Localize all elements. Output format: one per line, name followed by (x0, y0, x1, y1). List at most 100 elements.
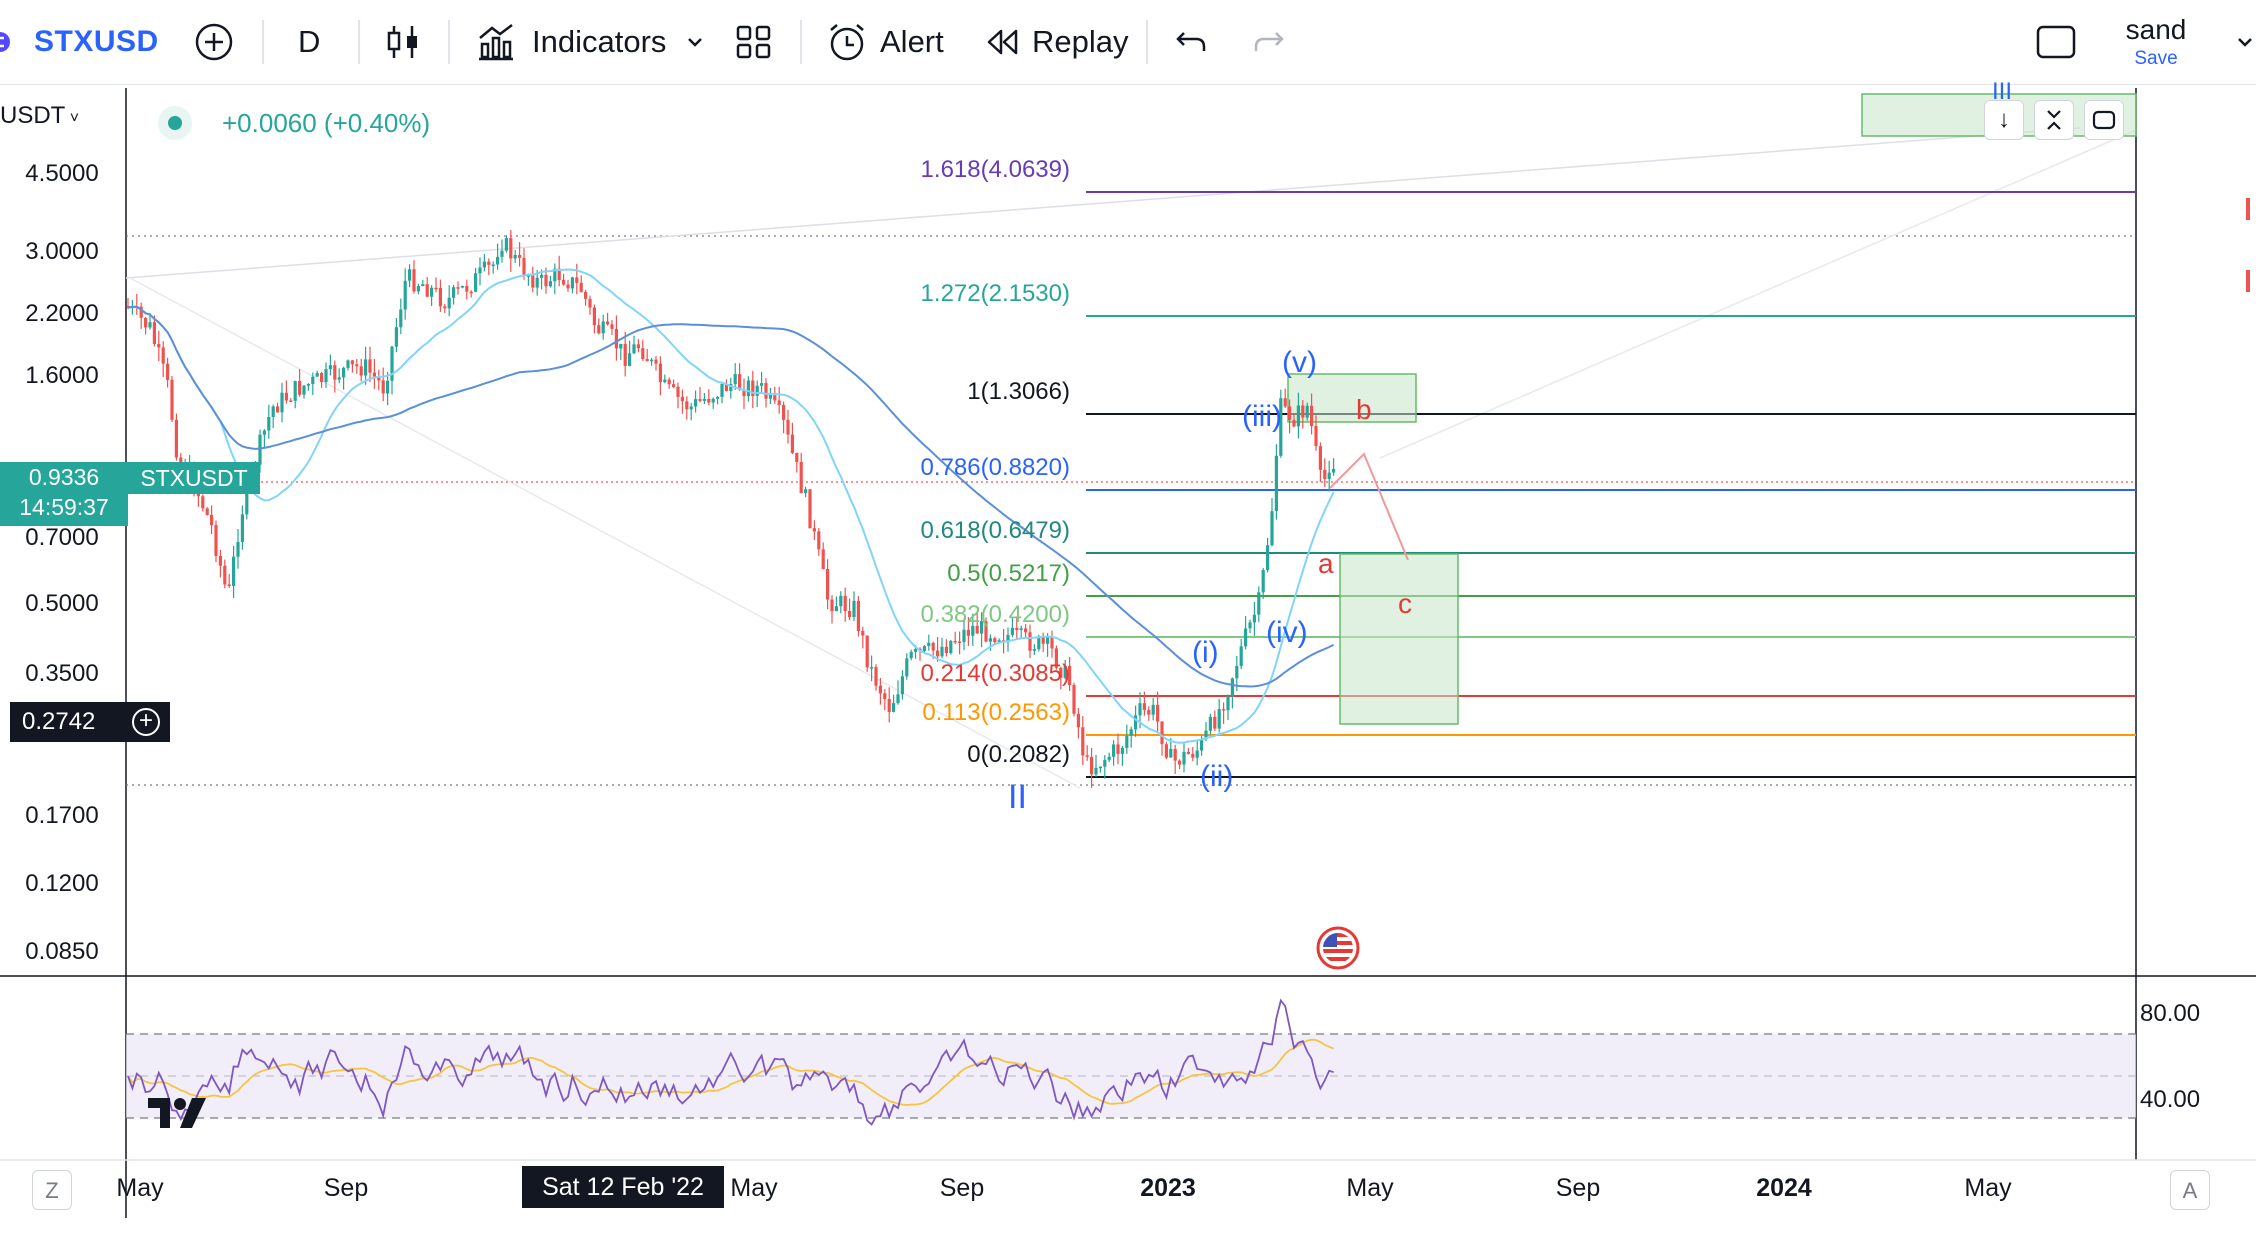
candle-body (390, 346, 394, 381)
replay-button[interactable]: Replay (984, 12, 1129, 72)
current-price-label: 0.9336 14:59:37 (0, 462, 128, 526)
scroll-down-button[interactable]: ↓ (1984, 100, 2024, 140)
candle-body (346, 360, 350, 368)
collapse-button[interactable] (2034, 100, 2074, 140)
indicators-button[interactable]: Indicators (476, 12, 666, 72)
fib-level-label[interactable]: 1.272(2.1530) (920, 280, 1070, 307)
candle-body (227, 584, 231, 586)
candles-icon (387, 26, 417, 58)
candle-body (1213, 716, 1217, 729)
candle-body (1314, 426, 1318, 447)
wave-label-a[interactable]: a (1318, 548, 1334, 579)
wave-label-ii[interactable]: (ii) (1200, 760, 1234, 793)
alert-button[interactable]: Alert (826, 12, 944, 72)
interval-button[interactable]: D (298, 12, 320, 72)
candle-body (914, 648, 918, 652)
timezone-button[interactable]: Z (32, 1170, 72, 1210)
candle-body (1129, 729, 1133, 736)
maximize-button[interactable] (2084, 100, 2124, 140)
candle-body (157, 344, 161, 348)
layout-dropdown[interactable] (2234, 12, 2256, 72)
candle-body (1204, 730, 1208, 739)
fullscreen-button[interactable] (2036, 12, 2076, 72)
chart-area[interactable]: +0.0060 (+0.40%) USDT ˅ 4.5000 3.0000 2.20… (0, 78, 2256, 1236)
market-status-dot[interactable] (158, 106, 192, 140)
indicators-dropdown[interactable] (684, 12, 706, 72)
fib-level-label[interactable]: 0(0.2082) (967, 741, 1070, 768)
candle-body (606, 321, 610, 325)
fib-level-label[interactable]: 0.214(0.3085) (920, 660, 1070, 687)
candle-body (764, 383, 768, 399)
layout-save-button[interactable]: sand Save (2106, 14, 2206, 70)
top-toolbar: STXUSD D Indicators Alert Replay sand S (0, 0, 2256, 85)
candle-body (421, 284, 425, 286)
candle-body (1270, 511, 1274, 546)
candle-body (1151, 704, 1155, 715)
candle-body (236, 542, 240, 557)
wave-label-III[interactable]: III (1992, 78, 2013, 105)
candle-body (768, 394, 772, 399)
candle-body (716, 396, 720, 399)
candle-body (522, 258, 526, 276)
candle-body (372, 372, 376, 377)
wave-label-II[interactable]: II (1008, 778, 1027, 816)
candle-body (306, 384, 310, 386)
candle-body (482, 261, 486, 268)
candle-body (1142, 703, 1146, 710)
price-axis-unit[interactable]: USDT ˅ (0, 102, 80, 129)
redo-icon (1254, 32, 1284, 51)
layouts-button[interactable] (734, 12, 774, 72)
candle-body (1028, 632, 1032, 651)
wave-label-b[interactable]: b (1356, 394, 1372, 425)
candle-body (663, 379, 667, 383)
add-alert-plus-icon[interactable]: + (132, 708, 160, 736)
chevron-down-icon (2238, 38, 2252, 47)
symbol-search-button[interactable]: STXUSD (0, 12, 159, 72)
redo-button[interactable] (1250, 12, 1286, 72)
fib-level-label[interactable]: 0.113(0.2563) (922, 699, 1070, 726)
wave-label-iii[interactable]: (iii) (1242, 400, 1282, 433)
fib-level-label[interactable]: 0.382(0.4200) (920, 601, 1070, 628)
candle-body (1261, 570, 1265, 593)
candle-body (922, 646, 926, 652)
fib-level-label[interactable]: 0.618(0.6479) (920, 517, 1070, 544)
candle-body (1191, 753, 1195, 758)
fib-level-label[interactable]: 1(1.3066) (967, 378, 1070, 405)
candle-body (808, 489, 812, 529)
candle-body (412, 269, 416, 292)
candle-body (161, 347, 165, 364)
candle-body (667, 379, 671, 385)
price-tick-label: 4.5000 (25, 160, 99, 187)
candle-body (720, 383, 724, 397)
candle-body (504, 238, 508, 251)
candle-body (337, 377, 341, 380)
wave-label-iv[interactable]: (iv) (1266, 616, 1308, 649)
chart-canvas[interactable] (0, 88, 2256, 1236)
undo-button[interactable] (1174, 12, 1210, 72)
rewind-icon (987, 29, 1018, 55)
tradingview-logo-icon[interactable] (148, 1098, 212, 1128)
candle-body (1090, 756, 1094, 775)
wave-label-c[interactable]: c (1398, 588, 1412, 619)
candle-body (1019, 628, 1023, 630)
chart-type-button[interactable] (386, 12, 420, 72)
zone-box-b (1287, 373, 1417, 423)
candle-body (210, 514, 214, 526)
candle-body (496, 256, 500, 265)
candle-body (298, 381, 302, 395)
wave-label-i[interactable]: (i) (1192, 636, 1219, 669)
us-flag-icon[interactable] (1316, 926, 1360, 970)
auto-scale-button[interactable]: A (2170, 1170, 2210, 1210)
fib-level-label[interactable]: 0.786(0.8820) (920, 454, 1070, 481)
candle-body (680, 396, 684, 402)
time-tick-label: 2023 (1140, 1174, 1196, 1202)
wave-label-v[interactable]: (v) (1282, 346, 1317, 379)
compare-add-button[interactable] (194, 12, 234, 72)
candle-body (240, 514, 244, 542)
candle-body (315, 373, 319, 377)
fib-level-label[interactable]: 0.5(0.5217) (947, 560, 1070, 587)
candle-body (733, 374, 737, 385)
candle-body (386, 380, 390, 394)
fib-level-label[interactable]: 1.618(4.0639) (920, 156, 1070, 183)
candle-body (839, 595, 843, 607)
